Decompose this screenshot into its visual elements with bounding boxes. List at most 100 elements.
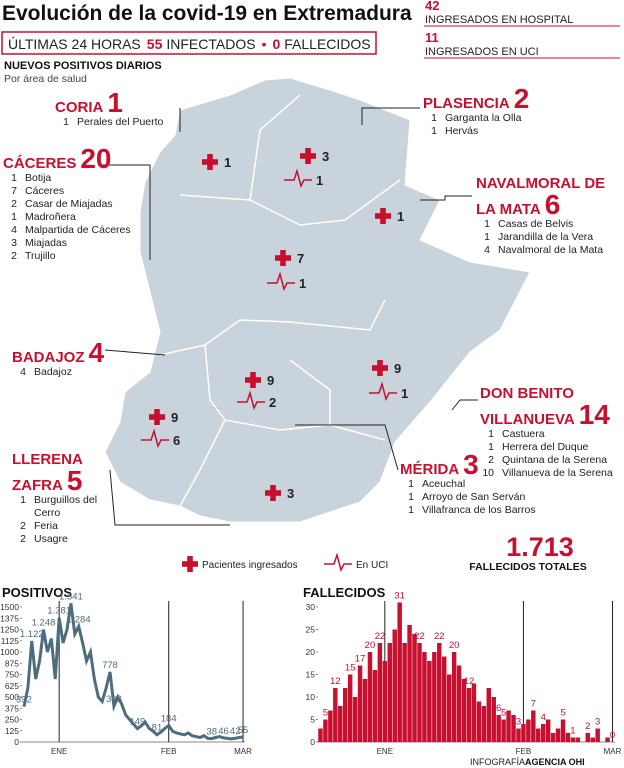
value-label: 1.248 <box>32 618 56 629</box>
entry: 1 Botija <box>3 172 138 185</box>
value-label: 12 <box>330 676 341 687</box>
hospital-count: 1 <box>224 155 231 170</box>
bar <box>575 737 581 742</box>
entry: 1 Perales del Puerto <box>55 116 205 129</box>
area-block: NAVALMORAL DE LA MATA 6 1 Casas de Belvis 1 J… <box>476 176 621 257</box>
y-tick-label: 125 <box>5 726 19 736</box>
bar <box>466 688 472 742</box>
area-total: 2 <box>513 83 530 114</box>
entry-count: 1 <box>488 441 494 453</box>
entry: 1 Arroyo de San Serván <box>400 491 580 504</box>
entry: 1 Burguillos del Cerro <box>12 494 124 520</box>
area-total: 20 <box>80 143 112 174</box>
entry: 2 Trujillo <box>3 250 138 263</box>
value-label: 5 <box>501 708 506 719</box>
bar <box>605 737 610 742</box>
entry-count: 2 <box>11 250 17 262</box>
entry: 1 Casas de Belvis <box>476 218 621 231</box>
area-name: BADAJOZ <box>12 349 85 366</box>
y-tick-label: 5 <box>310 715 315 725</box>
area-header: CÁCERES 20 <box>3 143 138 174</box>
bar <box>387 643 393 742</box>
area-block: MÉRIDA 3 1 Aceuchal 1 Arroyo de San Serván 1 Vi… <box>400 449 580 517</box>
entry-place: Trujillo <box>25 250 56 262</box>
bar <box>526 719 531 742</box>
area-total: 14 <box>578 399 610 430</box>
value-label: 55 <box>238 725 249 736</box>
area-name: PLASENCIA <box>423 95 510 112</box>
value-label: 149 <box>129 717 145 728</box>
cross-icon <box>187 556 193 572</box>
area-name: MÉRIDA <box>400 461 460 478</box>
entry-count: 2 <box>20 520 26 532</box>
cross-icon <box>207 154 213 170</box>
entry: 2 Casar de Miajadas <box>3 198 138 211</box>
bar <box>437 643 442 742</box>
value-label: 22 <box>414 631 425 642</box>
bar <box>417 643 422 742</box>
entry-count: 1 <box>431 112 437 124</box>
entry-place: Aceuchal <box>422 478 466 490</box>
deaths-label: FALLECIDOS <box>284 36 370 52</box>
icu-icon <box>369 381 397 402</box>
bar <box>491 697 496 742</box>
map-title: NUEVOS POSITIVOS DIARIOS <box>4 60 162 72</box>
area-header: DON BENITO VILLANUEVA 14 <box>480 386 620 430</box>
area-header: PLASENCIA 2 <box>423 83 603 114</box>
bar <box>422 652 427 742</box>
total-label: FALLECIDOS TOTALES <box>469 561 586 573</box>
area-total: 3 <box>463 449 479 480</box>
value-label: 184 <box>161 713 177 724</box>
bar <box>318 728 323 742</box>
x-tick-label: ENE <box>377 747 393 756</box>
entry-place: Navalmoral de la Mata <box>498 244 604 256</box>
bar <box>595 728 600 742</box>
area-block: CÁCERES 20 1 Botija 7 Cáceres 2 Casar de Miajad… <box>3 143 138 263</box>
area-total: 1 <box>107 87 123 118</box>
y-tick-label: 250 <box>5 715 19 725</box>
y-tick-label: 30 <box>306 602 316 612</box>
chart-title: POSITIVOS <box>2 585 72 600</box>
chart-title: FALLECIDOS <box>303 585 386 600</box>
entry: 4 Navalmoral de la Mata <box>476 244 621 257</box>
bar <box>585 733 591 742</box>
hospital-label: INGRESADOS EN HOSPITAL <box>425 14 573 26</box>
cross-icon <box>270 485 276 501</box>
x-tick-label: MAR <box>234 747 252 756</box>
entry: 1 Castuera <box>480 428 620 441</box>
area-block: BADAJOZ 4 4 Badajoz <box>12 339 132 379</box>
hospital-count: 1 <box>397 209 404 224</box>
bar <box>342 688 348 742</box>
credit: INFOGRAFÍA <box>470 757 525 767</box>
hospital-count: 3 <box>287 486 294 501</box>
hospital-count: 3 <box>322 149 329 164</box>
bar <box>382 661 388 742</box>
value-label: 778 <box>102 660 118 671</box>
area-name: LLERENA ZAFRA <box>12 451 83 494</box>
value-label: 12 <box>464 676 475 687</box>
bar <box>481 706 487 742</box>
entry-place: Miajadas <box>25 237 68 249</box>
entry: 1 Hervás <box>423 125 603 138</box>
entry-count: 1 <box>408 478 414 490</box>
bar <box>392 629 397 742</box>
entry: 4 Malpartida de Cáceres <box>3 224 138 237</box>
summary-box <box>1 31 377 55</box>
region-map <box>104 77 531 523</box>
entry: 3 Miajadas <box>3 237 138 250</box>
credit-brand: AGENCIA OHI <box>525 757 585 767</box>
entry: 1 Garganta la Olla <box>423 112 603 125</box>
entry-count: 1 <box>63 116 69 128</box>
bar <box>521 724 526 742</box>
bar <box>377 643 383 742</box>
value-label: 1.541 <box>59 591 83 602</box>
bar <box>338 706 343 742</box>
entry: 2 Usagre <box>12 533 124 546</box>
area-header: BADAJOZ 4 <box>12 339 132 367</box>
hospital-value: 42 <box>425 0 439 13</box>
value-label: 46 <box>218 726 229 737</box>
bar <box>471 683 477 742</box>
entry-place: Feria <box>34 520 58 532</box>
bar <box>516 728 521 742</box>
entry-count: 2 <box>488 454 494 466</box>
